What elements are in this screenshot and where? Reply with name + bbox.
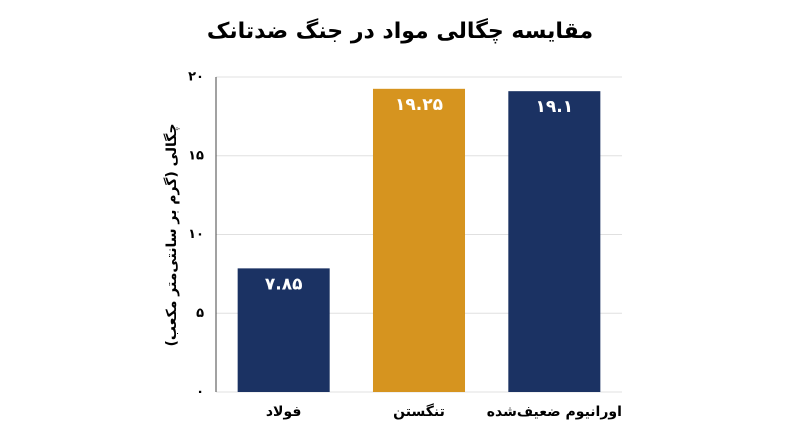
- y-tick-label: ۱۰: [188, 227, 204, 242]
- y-tick-label: ۲۰: [188, 70, 204, 85]
- bar: [237, 268, 330, 392]
- y-tick-label: ۱۵: [188, 148, 204, 163]
- value-label: ۷.۸۵: [265, 274, 303, 294]
- value-label: ۱۹.۲۵: [395, 95, 443, 115]
- bar: [508, 91, 601, 393]
- y-axis-label: چگالی (گرم بر سانتی‌متر مکعب): [163, 123, 180, 346]
- bar: [372, 88, 466, 392]
- y-tick-label: ۵: [196, 306, 204, 321]
- value-label: ۱۹.۱: [536, 97, 574, 117]
- x-tick-label: فولاد: [266, 404, 302, 420]
- y-tick-label: ۰: [196, 385, 204, 400]
- chart-title: مقایسه چگالی مواد در جنگ ضدتانک: [207, 17, 593, 44]
- x-tick-label: اورانیوم ضعیف‌شده: [487, 404, 622, 420]
- x-tick-label: تنگستن: [393, 403, 445, 420]
